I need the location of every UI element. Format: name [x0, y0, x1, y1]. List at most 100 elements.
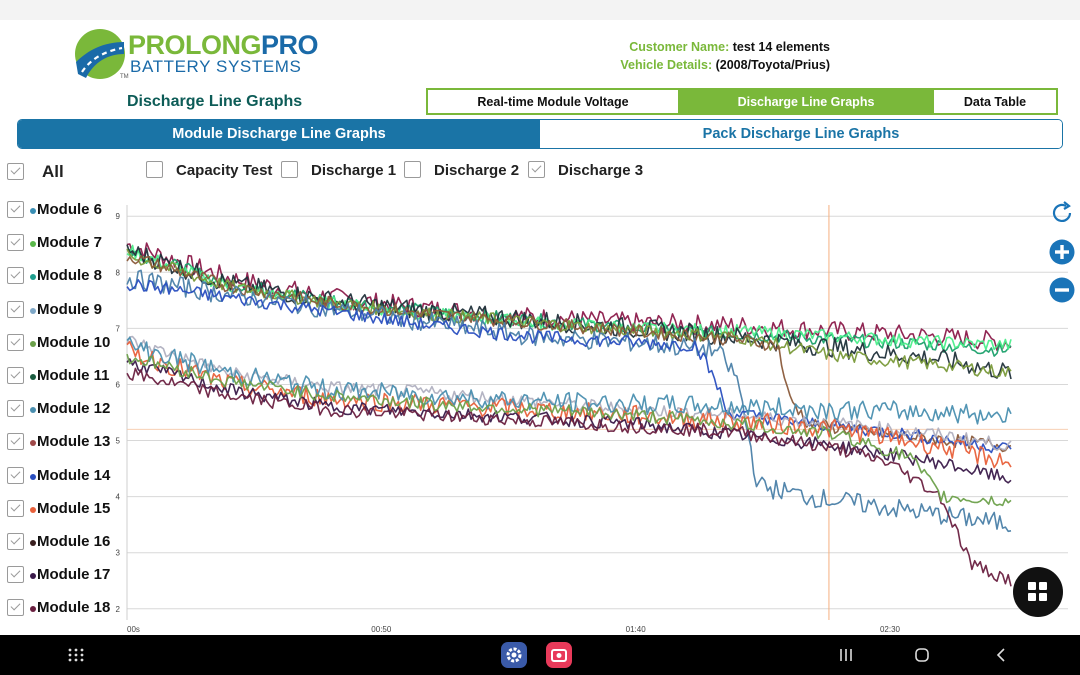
series-line	[126, 279, 1012, 454]
series-line	[126, 353, 1012, 507]
graph-type-segmented-control: Module Discharge Line Graphs Pack Discha…	[17, 119, 1063, 149]
module-color-dot	[30, 540, 36, 546]
module-checkbox[interactable]	[7, 599, 24, 617]
y-tick-label: 7	[116, 324, 121, 333]
customer-name-label: Customer Name:	[629, 40, 730, 54]
vehicle-details-label: Vehicle Details:	[620, 58, 713, 72]
module-checkbox[interactable]	[7, 201, 24, 218]
series-line	[126, 244, 1012, 380]
y-tick-label: 5	[116, 437, 121, 446]
capacity-test-label: Capacity Test	[176, 162, 273, 179]
module-label: Module 17	[37, 566, 111, 584]
settings-app-icon[interactable]	[501, 642, 527, 668]
system-navigation-bar	[0, 635, 1080, 675]
module-checkbox[interactable]	[7, 466, 24, 484]
home-icon[interactable]	[914, 647, 930, 663]
series-line	[126, 269, 1012, 533]
vehicle-details-value: (2008/Toyota/Prius)	[715, 58, 830, 72]
module-color-dot	[30, 307, 36, 314]
x-tick-label: 01:40	[626, 625, 647, 634]
module-checkbox[interactable]	[7, 499, 24, 517]
module-color-dot	[30, 606, 36, 613]
module-label: Module 12	[37, 400, 111, 418]
module-label: Module 6	[37, 201, 103, 218]
view-tabs: Real-time Module Voltage Discharge Line …	[426, 88, 1058, 115]
y-tick-label: 8	[116, 268, 121, 277]
module-checkbox[interactable]	[7, 533, 24, 550]
road-logo-icon	[75, 29, 125, 79]
module-label: Module 11	[37, 367, 110, 384]
module-checkbox[interactable]	[7, 367, 24, 384]
module-checkbox[interactable]	[7, 333, 24, 351]
tab-data-table[interactable]: Data Table	[932, 90, 1056, 113]
series-line	[126, 244, 1012, 351]
refresh-icon[interactable]	[1049, 200, 1075, 226]
series-line	[126, 242, 1012, 351]
capacity-test-checkbox[interactable]	[146, 161, 163, 178]
module-color-dot	[30, 274, 36, 281]
module-checkbox[interactable]	[7, 234, 24, 252]
discharge-1-checkbox[interactable]	[281, 161, 298, 178]
module-label: Module 8	[37, 267, 103, 285]
module-label: Module 15	[37, 499, 111, 517]
series-line	[126, 336, 1012, 425]
tab-realtime-module-voltage[interactable]: Real-time Module Voltage	[428, 90, 680, 113]
segment-pack-discharge[interactable]: Pack Discharge Line Graphs	[540, 120, 1062, 148]
module-label: Module 7	[37, 234, 103, 252]
series-line	[126, 367, 1012, 587]
segment-module-discharge[interactable]: Module Discharge Line Graphs	[18, 120, 540, 148]
customer-name-value: test 14 elements	[732, 40, 830, 54]
discharge-2-checkbox[interactable]	[404, 161, 421, 178]
back-icon[interactable]	[993, 647, 1009, 663]
y-tick-label: 2	[116, 605, 121, 614]
module-label: Module 18	[37, 599, 111, 617]
module-checkbox[interactable]	[7, 566, 24, 584]
x-tick-label: 02:30	[880, 625, 901, 634]
zoom-in-icon[interactable]	[1049, 239, 1075, 265]
discharge-2-label: Discharge 2	[434, 162, 520, 179]
y-tick-label: 6	[116, 380, 121, 389]
module-checkbox[interactable]	[7, 267, 24, 285]
module-color-dot	[30, 506, 36, 513]
module-label: Module 13	[37, 433, 111, 451]
discharge-line-chart: 2 3 4 5 6 7 8 9 00s 00:50 01:40 02:30	[116, 205, 1068, 634]
zoom-out-icon[interactable]	[1049, 277, 1075, 303]
module-color-dot	[30, 407, 36, 414]
series-line	[126, 358, 1012, 484]
customer-details: Customer Name: test 14 elements Vehicle …	[620, 38, 830, 74]
module-label: Module 16	[37, 533, 111, 550]
module-label: Module 9	[37, 300, 103, 318]
discharge-3-label: Discharge 3	[558, 162, 644, 179]
screen-recorder-app-icon[interactable]	[546, 642, 572, 668]
y-tick-label: 3	[116, 549, 121, 558]
prolongpro-logo: PROLONGPRO BATTERY SYSTEMS TM	[74, 28, 319, 82]
module-label: Module 10	[37, 333, 111, 351]
grid-menu-button[interactable]	[1013, 567, 1063, 617]
module-color-dot	[30, 241, 36, 248]
all-checkbox[interactable]	[7, 163, 24, 180]
module-checkbox[interactable]	[7, 433, 24, 451]
logo-subtitle: BATTERY SYSTEMS	[130, 57, 302, 76]
page-title: Discharge Line Graphs	[127, 93, 303, 110]
recent-apps-icon[interactable]	[838, 647, 854, 663]
y-tick-label: 4	[116, 493, 121, 502]
all-label: All	[42, 162, 64, 181]
discharge-3-checkbox[interactable]	[528, 161, 545, 178]
module-color-dot	[30, 573, 36, 580]
status-bar-strip	[0, 0, 1080, 20]
module-label: Module 14	[37, 466, 111, 484]
module-checkbox[interactable]	[7, 400, 24, 418]
module-color-dot	[30, 440, 36, 447]
module-color-dot	[30, 374, 36, 380]
logo-wordmark: PROLONGPRO	[128, 30, 319, 60]
x-tick-label: 00s	[127, 625, 140, 634]
tab-discharge-line-graphs[interactable]: Discharge Line Graphs	[680, 90, 932, 113]
module-checkbox[interactable]	[7, 300, 24, 318]
logo-trademark: TM	[120, 74, 129, 80]
app-drawer-icon[interactable]	[67, 647, 85, 663]
module-color-dot	[30, 473, 36, 480]
module-color-dot	[30, 340, 36, 347]
y-tick-label: 9	[116, 212, 121, 221]
x-tick-label: 00:50	[371, 625, 392, 634]
discharge-1-label: Discharge 1	[311, 162, 397, 179]
